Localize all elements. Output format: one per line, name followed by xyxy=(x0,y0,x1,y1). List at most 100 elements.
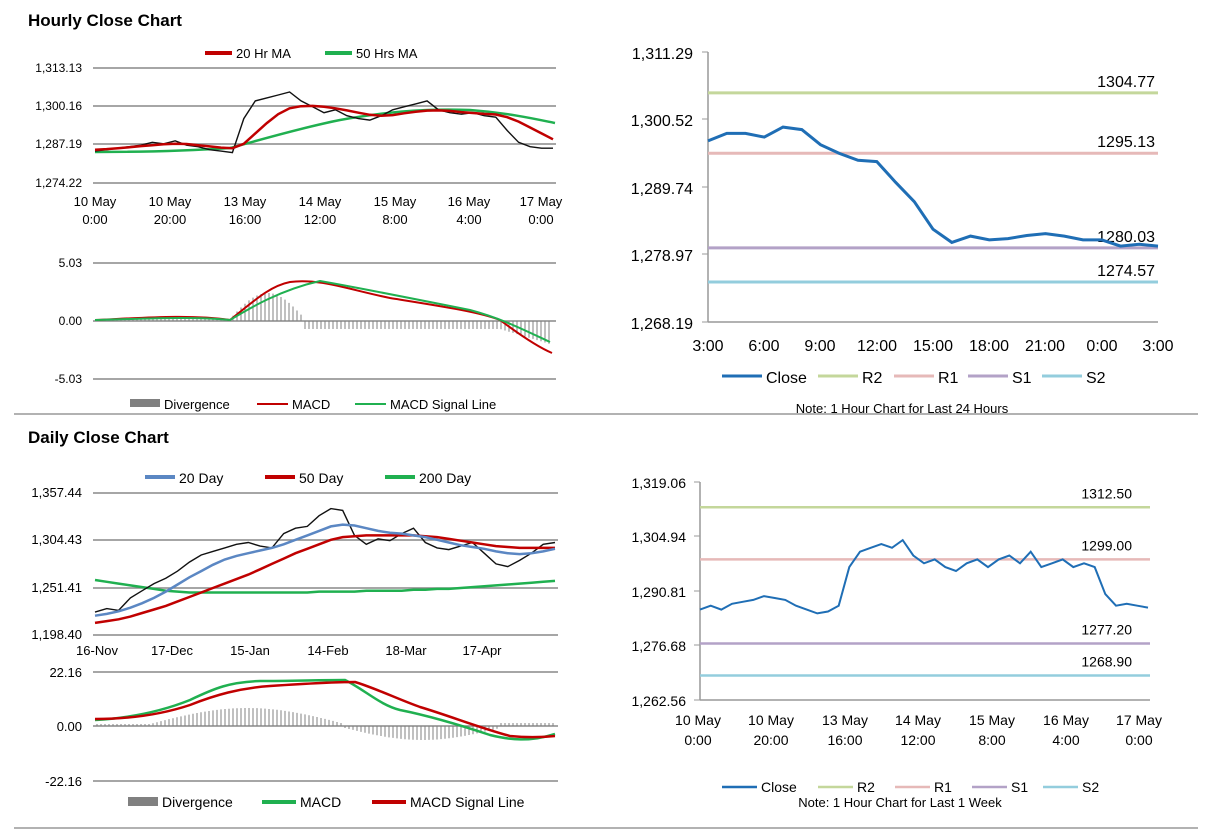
legend-s1: S1 xyxy=(1011,779,1028,795)
x-tick-label: 12:00 xyxy=(304,212,337,227)
y-tick-label: 1,300.52 xyxy=(631,113,693,130)
legend-close: Close xyxy=(766,370,807,387)
y-tick-label: 5.03 xyxy=(59,256,83,270)
series-20-day xyxy=(94,523,556,617)
x-tick-label: 4:00 xyxy=(456,212,481,227)
daily-macd-legend: Divergence MACD MACD Signal Line xyxy=(128,794,525,810)
x-tick-label: 14-Feb xyxy=(307,643,348,658)
y-tick-label: 1,262.56 xyxy=(632,693,687,709)
legend-s1: S1 xyxy=(1012,370,1032,387)
x-tick-label: 0:00 xyxy=(684,732,711,748)
legend-20hr-ma: 20 Hr MA xyxy=(236,46,291,61)
legend-r2: R2 xyxy=(857,779,875,795)
y-tick-label: 1,311.29 xyxy=(632,46,693,63)
y-tick-label: -22.16 xyxy=(45,774,82,789)
daily-price-chart: 20 Day 50 Day 200 Day 1,357.44 1,304.43 … xyxy=(31,470,558,658)
y-tick-label: 1,278.97 xyxy=(631,248,693,265)
y-tick-label: 1,304.43 xyxy=(31,532,82,547)
x-tick-label: 16-Nov xyxy=(76,643,118,658)
series-daily-macd-signal xyxy=(94,680,556,739)
series-50-day xyxy=(94,534,555,625)
x-tick-label: 0:00 xyxy=(1086,338,1117,355)
hourly-macd-chart: 5.03 0.00 -5.03 Divergence MACD MACD Sig… xyxy=(55,256,556,412)
legend-swatch-divergence xyxy=(128,797,158,806)
y-tick-label: 1,357.44 xyxy=(31,485,82,500)
x-tick-label: 18:00 xyxy=(969,338,1009,355)
x-tick-label: 9:00 xyxy=(804,338,835,355)
x-tick-label: 8:00 xyxy=(978,732,1005,748)
legend-swatch-divergence xyxy=(130,399,160,407)
series-50hrs-ma xyxy=(94,108,556,154)
y-tick-label: 1,289.74 xyxy=(631,181,693,198)
series-hourly-macd xyxy=(94,280,553,354)
x-tick-label: 13 May xyxy=(224,194,267,209)
legend-s2: S2 xyxy=(1086,370,1106,387)
hourly-price-chart: 20 Hr MA 50 Hrs MA 1,313.13 1,300.16 1,2… xyxy=(35,46,563,227)
y-tick-label: 0.00 xyxy=(57,719,82,734)
series-daily-macd xyxy=(94,678,556,741)
x-tick-label: 3:00 xyxy=(692,338,723,355)
x-tick-label: 15-Jan xyxy=(230,643,270,658)
series-close-1week xyxy=(699,538,1149,615)
legend-close: Close xyxy=(761,779,797,795)
x-tick-label: 17 May xyxy=(520,194,563,209)
x-tick-label: 21:00 xyxy=(1025,338,1065,355)
x-tick-label: 10 May xyxy=(675,712,721,728)
level-label-s2: 1268.90 xyxy=(1081,654,1132,670)
x-tick-label: 16:00 xyxy=(229,212,262,227)
x-tick-label: 13 May xyxy=(822,712,868,728)
x-tick-label: 10 May xyxy=(149,194,192,209)
y-tick-label: 1,276.68 xyxy=(632,638,687,654)
x-tick-label: 0:00 xyxy=(82,212,107,227)
y-tick-label: 0.00 xyxy=(59,314,83,328)
y-tick-label: 1,313.13 xyxy=(35,61,82,75)
x-tick-label: 20:00 xyxy=(154,212,187,227)
x-tick-label: 8:00 xyxy=(382,212,407,227)
x-tick-label: 3:00 xyxy=(1142,338,1173,355)
x-tick-label: 14 May xyxy=(299,194,342,209)
series-20hr-ma xyxy=(94,104,554,151)
level-label-s1: 1277.20 xyxy=(1081,622,1132,638)
y-tick-label: 1,287.19 xyxy=(35,137,82,151)
x-tick-label: 6:00 xyxy=(748,338,779,355)
y-tick-label: -5.03 xyxy=(55,372,83,386)
daily-macd-chart: 22.16 0.00 -22.16 Divergence MACD MACD S… xyxy=(45,665,558,810)
weekly-pivot-chart: 1,319.06 1,304.94 1,290.81 1,276.68 1,26… xyxy=(632,475,1162,810)
hourly-price-gridlines xyxy=(93,67,556,184)
x-tick-label: 0:00 xyxy=(528,212,553,227)
pivot-24h-legend: Close R2 R1 S1 S2 xyxy=(722,370,1106,387)
x-tick-label: 17 May xyxy=(1116,712,1162,728)
y-tick-label: 1,274.22 xyxy=(35,176,82,190)
legend-200-day: 200 Day xyxy=(419,470,471,486)
legend-r1: R1 xyxy=(934,779,952,795)
legend-r1: R1 xyxy=(938,370,959,387)
x-tick-label: 17-Apr xyxy=(462,643,502,658)
y-tick-label: 1,290.81 xyxy=(632,584,687,600)
chart-note: Note: 1 Hour Chart for Last 1 Week xyxy=(798,795,1002,810)
legend-divergence: Divergence xyxy=(164,397,230,412)
level-label-r2: 1304.77 xyxy=(1097,74,1155,91)
daily-price-legend: 20 Day 50 Day 200 Day xyxy=(145,470,471,486)
x-tick-label: 16 May xyxy=(448,194,491,209)
legend-20-day: 20 Day xyxy=(179,470,223,486)
hourly-pivot-chart: 1,311.29 1,300.52 1,289.74 1,278.97 1,26… xyxy=(631,46,1174,416)
y-tick-label: 1,251.41 xyxy=(31,580,82,595)
level-label-s1: 1280.03 xyxy=(1097,229,1155,246)
series-200-day xyxy=(94,578,556,594)
legend-macd: MACD xyxy=(292,397,330,412)
x-tick-label: 12:00 xyxy=(900,732,935,748)
x-tick-label: 15 May xyxy=(374,194,417,209)
pivot-1week-legend: Close R2 R1 S1 S2 xyxy=(722,779,1099,795)
x-tick-label: 14 May xyxy=(895,712,941,728)
level-label-r2: 1312.50 xyxy=(1081,485,1132,501)
y-tick-label: 1,304.94 xyxy=(632,529,687,545)
legend-50-day: 50 Day xyxy=(299,470,343,486)
series-close-24h xyxy=(707,125,1159,248)
legend-macd-signal: MACD Signal Line xyxy=(410,794,525,810)
legend-macd-signal: MACD Signal Line xyxy=(390,397,496,412)
y-tick-label: 1,300.16 xyxy=(35,99,82,113)
series-daily-price xyxy=(94,507,556,613)
x-tick-label: 16:00 xyxy=(827,732,862,748)
hourly-price-legend: 20 Hr MA 50 Hrs MA xyxy=(205,46,418,61)
